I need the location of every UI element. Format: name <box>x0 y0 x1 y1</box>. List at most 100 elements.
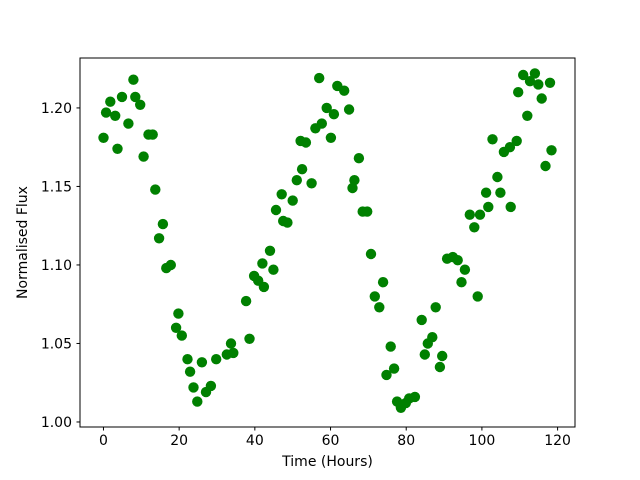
data-point <box>529 68 541 79</box>
data-point <box>544 77 556 89</box>
data-point <box>374 302 385 313</box>
x-axis-label: Time (Hours) <box>281 454 373 470</box>
data-point <box>437 350 448 362</box>
y-tick-label: 1.00 <box>41 415 72 431</box>
data-point <box>427 332 438 343</box>
data-point <box>184 366 196 377</box>
y-axis-label: Normalised Flux <box>15 186 31 299</box>
data-point <box>487 134 498 145</box>
data-point <box>349 175 360 186</box>
data-point <box>495 187 506 198</box>
data-point <box>522 110 533 122</box>
data-point <box>321 102 332 114</box>
data-point <box>430 302 441 313</box>
data-point <box>362 206 373 217</box>
data-point <box>533 79 544 90</box>
data-point <box>300 137 312 148</box>
data-point <box>296 164 308 175</box>
data-point <box>116 91 128 103</box>
data-point <box>257 258 268 269</box>
data-point <box>282 217 293 228</box>
data-point <box>456 277 467 288</box>
data-point <box>365 248 377 260</box>
data-point <box>353 153 365 164</box>
data-point <box>419 349 430 360</box>
data-point <box>211 354 222 365</box>
data-point <box>112 143 123 154</box>
data-point <box>291 175 302 186</box>
data-point <box>240 295 252 307</box>
data-point <box>276 189 287 200</box>
data-point <box>157 218 169 230</box>
data-point <box>513 87 524 98</box>
data-points <box>98 68 557 413</box>
data-point <box>483 201 494 213</box>
data-point <box>347 182 358 194</box>
data-point <box>128 74 139 85</box>
axis-ticks: 0 20 40 60 80 100 120 1.00 1.05 1.10 1.15 1.20 <box>41 101 571 449</box>
data-point <box>228 347 239 359</box>
data-point <box>416 314 427 326</box>
y-tick-label: 1.05 <box>41 336 72 352</box>
data-point <box>147 129 158 140</box>
data-point <box>452 255 463 266</box>
data-point <box>98 132 109 143</box>
data-point <box>287 195 298 206</box>
plot-area <box>79 57 576 428</box>
data-point <box>258 281 270 293</box>
data-point <box>339 85 350 96</box>
data-point <box>492 171 503 183</box>
data-point <box>464 209 475 220</box>
data-point <box>138 151 149 162</box>
data-point <box>504 142 516 153</box>
data-point <box>518 69 529 81</box>
data-point <box>244 333 255 344</box>
data-point <box>268 264 279 275</box>
data-point <box>469 222 480 233</box>
x-tick-label: 120 <box>544 433 571 449</box>
data-point <box>165 259 176 271</box>
y-tick-label: 1.20 <box>41 101 72 117</box>
data-point <box>306 178 317 189</box>
data-point <box>409 391 421 403</box>
data-point <box>130 91 141 103</box>
x-tick-label: 40 <box>246 433 264 449</box>
data-point <box>459 264 471 275</box>
x-tick-label: 20 <box>170 433 188 449</box>
data-point <box>316 118 327 129</box>
data-point <box>511 135 522 147</box>
data-point <box>105 96 116 107</box>
data-point <box>205 380 217 392</box>
data-point <box>192 396 203 407</box>
data-point <box>270 204 282 216</box>
data-point <box>536 93 547 104</box>
data-point <box>546 145 557 156</box>
data-point <box>188 382 199 393</box>
data-point <box>225 338 237 349</box>
data-point <box>153 233 165 244</box>
data-point <box>540 160 551 172</box>
data-point <box>505 201 516 213</box>
data-point <box>328 109 340 120</box>
x-tick-label: 60 <box>322 433 340 449</box>
data-point <box>100 107 112 118</box>
x-tick-label: 100 <box>469 433 496 449</box>
data-point <box>135 99 146 111</box>
y-tick-label: 1.10 <box>41 258 72 274</box>
data-point <box>173 308 184 319</box>
data-point <box>196 357 208 368</box>
data-point <box>377 277 389 288</box>
x-tick-label: 0 <box>99 433 108 449</box>
data-point <box>388 363 400 374</box>
data-point <box>176 330 187 341</box>
data-point <box>343 104 355 115</box>
data-point <box>182 354 193 365</box>
x-tick-label: 80 <box>397 433 415 449</box>
data-point <box>524 76 536 87</box>
y-tick-label: 1.15 <box>41 179 72 195</box>
data-point <box>170 322 182 333</box>
data-point <box>150 184 161 195</box>
data-point <box>385 341 396 352</box>
data-point <box>110 110 121 122</box>
